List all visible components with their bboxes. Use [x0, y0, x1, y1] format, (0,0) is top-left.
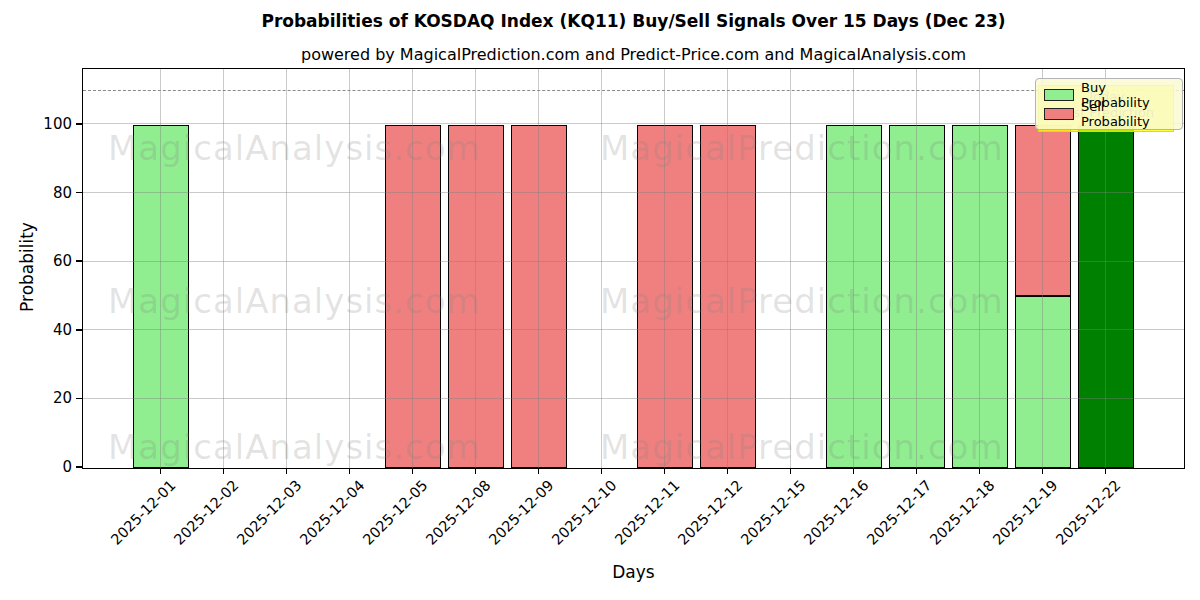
v-gridline: [538, 69, 539, 468]
v-gridline: [223, 69, 224, 468]
watermark-text: MagicalAnalysis.com: [108, 427, 481, 467]
x-tick-label: 2025-12-19: [990, 477, 1061, 548]
v-gridline: [160, 69, 161, 468]
y-tick-label: 80: [53, 183, 72, 203]
x-tick-label: 2025-12-22: [1053, 477, 1124, 548]
y-tick-mark: [76, 398, 83, 400]
x-tick-mark: [727, 468, 729, 474]
x-tick-mark: [916, 468, 918, 474]
x-tick-mark: [538, 468, 540, 474]
x-tick-mark: [1042, 468, 1044, 474]
chart-title: Probabilities of KOSDAQ Index (KQ11) Buy…: [82, 11, 1185, 31]
v-gridline: [727, 69, 728, 468]
x-tick-mark: [223, 468, 225, 474]
legend: Buy Probability Sell Probability: [1035, 78, 1183, 130]
watermark-text: MagicalPrediction.com: [600, 128, 1004, 168]
y-axis-label: Probability: [17, 222, 37, 312]
y-tick-label: 60: [53, 251, 72, 271]
v-gridline: [853, 69, 854, 468]
v-gridline: [475, 69, 476, 468]
watermark-text: MagicalAnalysis.com: [108, 281, 481, 321]
x-tick-label: 2025-12-10: [549, 477, 620, 548]
figure: Probabilities of KOSDAQ Index (KQ11) Buy…: [0, 0, 1200, 600]
x-tick-mark: [349, 468, 351, 474]
v-gridline: [664, 69, 665, 468]
x-tick-label: 2025-12-08: [423, 477, 494, 548]
x-tick-mark: [1105, 468, 1107, 474]
y-tick-mark: [76, 260, 83, 262]
x-tick-label: 2025-12-16: [801, 477, 872, 548]
y-tick-label: 100: [43, 114, 72, 134]
x-tick-mark: [160, 468, 162, 474]
h-gridline: [83, 398, 1184, 399]
x-tick-mark: [475, 468, 477, 474]
buy-probability-swatch: [1044, 89, 1074, 101]
v-gridline: [979, 69, 980, 468]
x-tick-label: 2025-12-01: [108, 477, 179, 548]
legend-label-sell: Sell Probability: [1081, 99, 1174, 129]
x-tick-mark: [286, 468, 288, 474]
v-gridline: [349, 69, 350, 468]
x-tick-mark: [790, 468, 792, 474]
x-tick-mark: [664, 468, 666, 474]
y-tick-mark: [76, 192, 83, 194]
x-tick-label: 2025-12-03: [234, 477, 305, 548]
x-tick-label: 2025-12-05: [360, 477, 431, 548]
x-tick-label: 2025-12-12: [675, 477, 746, 548]
y-tick-label: 20: [53, 388, 72, 408]
x-axis-label: Days: [82, 562, 1185, 582]
h-gridline: [83, 192, 1184, 193]
y-tick-mark: [76, 466, 83, 468]
x-tick-label: 2025-12-11: [612, 477, 683, 548]
y-tick-mark: [76, 329, 83, 331]
h-gridline: [83, 123, 1184, 124]
legend-item-sell: Sell Probability: [1044, 105, 1174, 122]
v-gridline: [412, 69, 413, 468]
watermark-text: MagicalPrediction.com: [600, 281, 1004, 321]
v-gridline: [286, 69, 287, 468]
x-tick-label: 2025-12-04: [297, 477, 368, 548]
chart-subtitle: powered by MagicalPrediction.com and Pre…: [82, 45, 1185, 64]
x-tick-mark: [412, 468, 414, 474]
x-tick-mark: [601, 468, 603, 474]
y-tick-label: 0: [62, 457, 72, 477]
y-tick-mark: [76, 123, 83, 125]
y-tick-label: 40: [53, 320, 72, 340]
v-gridline: [790, 69, 791, 468]
v-gridline: [916, 69, 917, 468]
sell-probability-swatch: [1044, 108, 1074, 120]
x-tick-label: 2025-12-15: [738, 477, 809, 548]
x-tick-label: 2025-12-02: [171, 477, 242, 548]
x-tick-mark: [853, 468, 855, 474]
x-tick-label: 2025-12-09: [486, 477, 557, 548]
watermark-text: MagicalAnalysis.com: [108, 128, 481, 168]
h-gridline: [83, 261, 1184, 262]
x-tick-label: 2025-12-18: [927, 477, 998, 548]
x-tick-mark: [979, 468, 981, 474]
threshold-dashed-line: [83, 90, 1184, 91]
v-gridline: [601, 69, 602, 468]
x-tick-label: 2025-12-17: [864, 477, 935, 548]
h-gridline: [83, 329, 1184, 330]
watermark-text: MagicalPrediction.com: [600, 427, 1004, 467]
